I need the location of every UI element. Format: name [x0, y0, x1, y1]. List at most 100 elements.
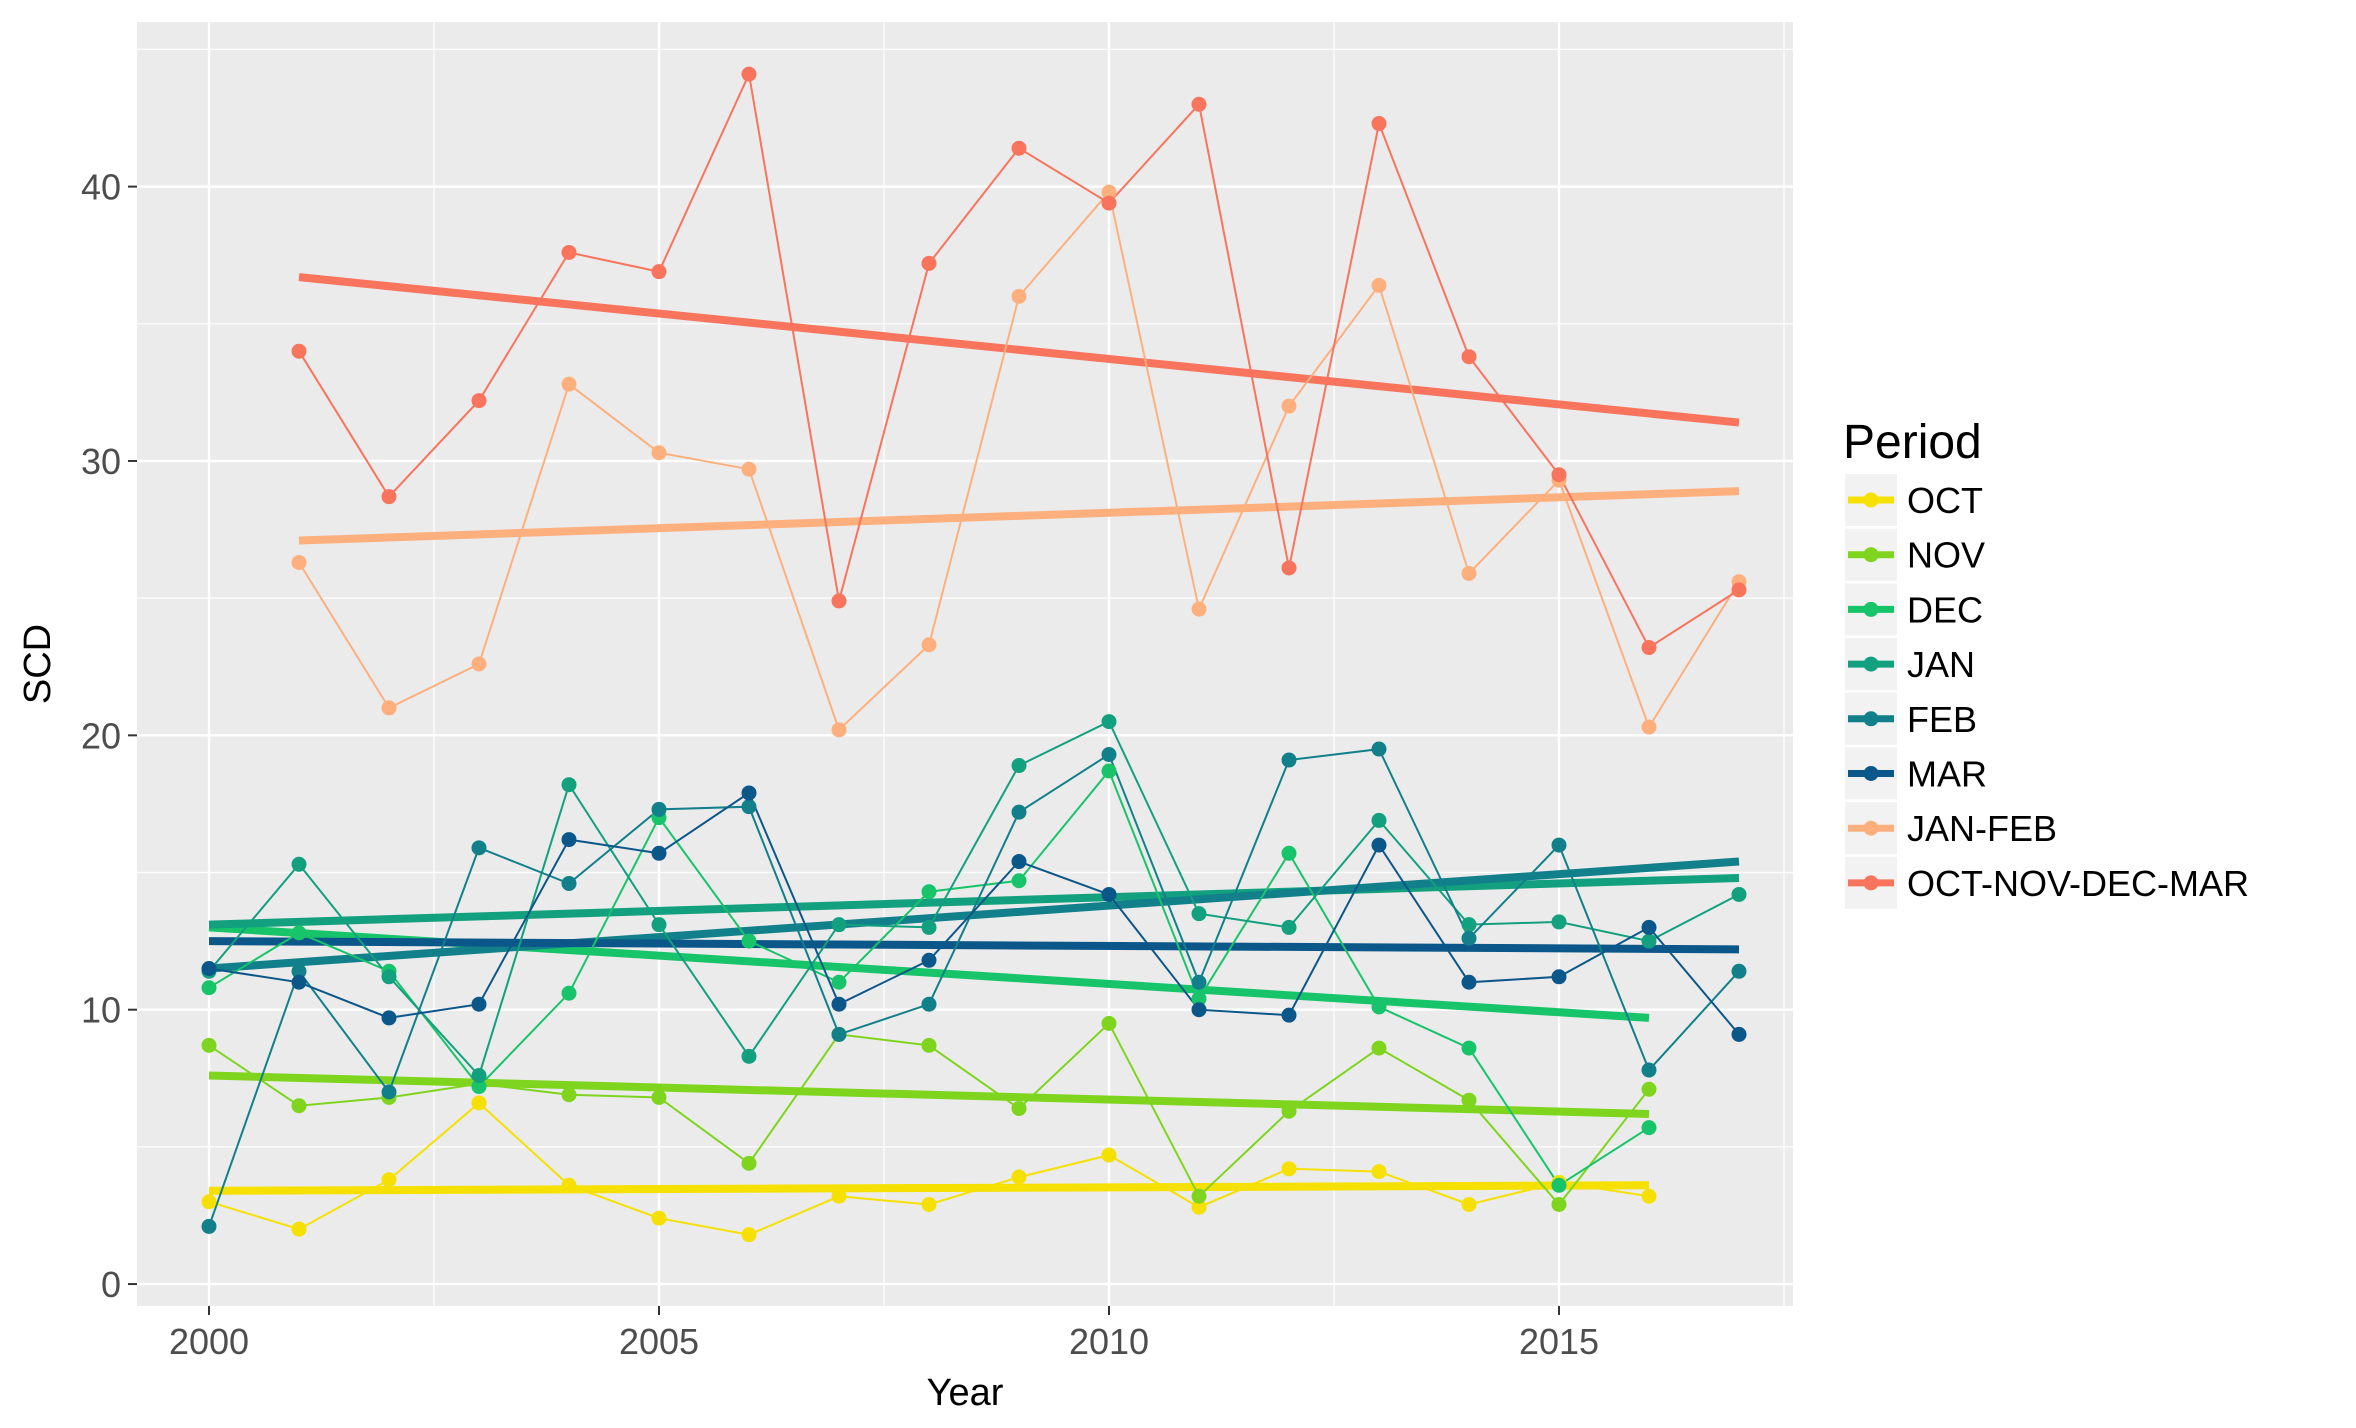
data-point-mar [201, 961, 217, 977]
data-point-oct [381, 1172, 397, 1188]
data-point-feb [291, 963, 307, 979]
legend-label: MAR [1907, 754, 1987, 795]
data-point-oct [651, 1210, 667, 1226]
data-point-oct [471, 1095, 487, 1111]
data-point-oct-nov-dec-mar [1641, 640, 1657, 656]
legend-label: JAN-FEB [1907, 808, 2057, 849]
data-point-jan [1191, 906, 1207, 922]
data-point-nov [1281, 1103, 1297, 1119]
legend-label: OCT [1907, 480, 1983, 521]
data-point-feb [741, 799, 757, 815]
data-point-feb [1641, 1062, 1657, 1078]
legend-key-point [1863, 492, 1879, 508]
data-point-dec [1101, 763, 1117, 779]
y-tick-label: 20 [81, 715, 121, 756]
data-point-nov [1371, 1040, 1387, 1056]
data-point-oct [921, 1196, 937, 1212]
legend-key-point [1863, 656, 1879, 672]
data-point-nov [1461, 1092, 1477, 1108]
legend-item-jan-feb: JAN-FEB [1845, 802, 2057, 855]
data-point-jan-feb [1371, 277, 1387, 293]
data-point-jan [1551, 914, 1567, 930]
data-point-jan-feb [1101, 184, 1117, 200]
data-point-mar [1551, 969, 1567, 985]
data-point-oct [741, 1227, 757, 1243]
data-point-oct-nov-dec-mar [921, 255, 937, 271]
data-point-mar [1371, 837, 1387, 853]
data-point-oct [831, 1188, 847, 1204]
data-point-mar [1011, 854, 1027, 870]
data-point-nov [651, 1089, 667, 1105]
data-point-feb [561, 875, 577, 891]
legend-label: NOV [1907, 535, 1985, 576]
legend-key-point [1863, 711, 1879, 727]
data-point-jan-feb [741, 461, 757, 477]
data-point-feb [471, 840, 487, 856]
data-point-oct-nov-dec-mar [471, 393, 487, 409]
data-point-mar [1731, 1026, 1747, 1042]
data-point-jan-feb [471, 656, 487, 672]
data-point-jan-feb [381, 700, 397, 716]
data-point-dec [921, 884, 937, 900]
data-point-feb [1101, 747, 1117, 763]
data-point-feb [1731, 963, 1747, 979]
data-point-oct-nov-dec-mar [831, 593, 847, 609]
y-tick-label: 40 [81, 167, 121, 208]
data-point-jan-feb [291, 554, 307, 570]
data-point-dec [1011, 873, 1027, 889]
data-point-feb [651, 801, 667, 817]
data-point-oct-nov-dec-mar [1191, 96, 1207, 112]
data-point-oct-nov-dec-mar [561, 244, 577, 260]
data-point-oct-nov-dec-mar [1371, 116, 1387, 132]
x-tick-label: 2005 [619, 1321, 699, 1362]
data-point-mar [921, 952, 937, 968]
data-point-jan [291, 856, 307, 872]
data-point-nov [1011, 1100, 1027, 1116]
data-point-dec [1281, 845, 1297, 861]
data-point-oct [1461, 1196, 1477, 1212]
data-point-mar [741, 785, 757, 801]
data-point-oct-nov-dec-mar [291, 343, 307, 359]
y-tick-label: 0 [101, 1264, 121, 1305]
x-tick-label: 2000 [169, 1321, 249, 1362]
data-point-dec [1191, 991, 1207, 1007]
data-point-feb [381, 1084, 397, 1100]
data-point-jan-feb [1011, 288, 1027, 304]
trend-line-jan-feb [298, 487, 1740, 545]
legend-title: Period [1843, 416, 1982, 469]
legend-item-nov: NOV [1845, 528, 1985, 581]
data-point-dec [1641, 1120, 1657, 1136]
data-point-nov [1101, 1015, 1117, 1031]
data-point-nov [1551, 1196, 1567, 1212]
data-point-oct [561, 1177, 577, 1193]
data-point-jan-feb [1191, 601, 1207, 617]
x-axis-title: Year [927, 1372, 1004, 1414]
data-point-dec [201, 980, 217, 996]
data-point-feb [1191, 974, 1207, 990]
series-line-feb [208, 748, 1740, 1227]
data-point-oct-nov-dec-mar [1461, 349, 1477, 365]
data-point-dec [831, 974, 847, 990]
data-point-jan [741, 1048, 757, 1064]
data-point-mar [1461, 974, 1477, 990]
legend-item-feb: FEB [1845, 692, 1977, 745]
trend-line-oct [208, 1181, 1650, 1195]
data-point-dec [1461, 1040, 1477, 1056]
data-point-oct-nov-dec-mar [741, 66, 757, 82]
data-point-oct [1191, 1199, 1207, 1215]
data-point-oct-nov-dec-mar [1101, 195, 1117, 211]
data-point-feb [831, 1026, 847, 1042]
y-axis-title: SCD [17, 624, 59, 704]
data-point-mar [1281, 1007, 1297, 1023]
data-point-nov [561, 1087, 577, 1103]
data-point-oct [1101, 1147, 1117, 1163]
data-point-jan-feb [1461, 565, 1477, 581]
data-point-jan-feb [831, 722, 847, 738]
data-point-oct [1641, 1188, 1657, 1204]
data-point-feb [201, 1218, 217, 1234]
legend-key-point [1863, 875, 1879, 891]
data-point-nov [1641, 1081, 1657, 1097]
data-point-jan [1461, 917, 1477, 933]
